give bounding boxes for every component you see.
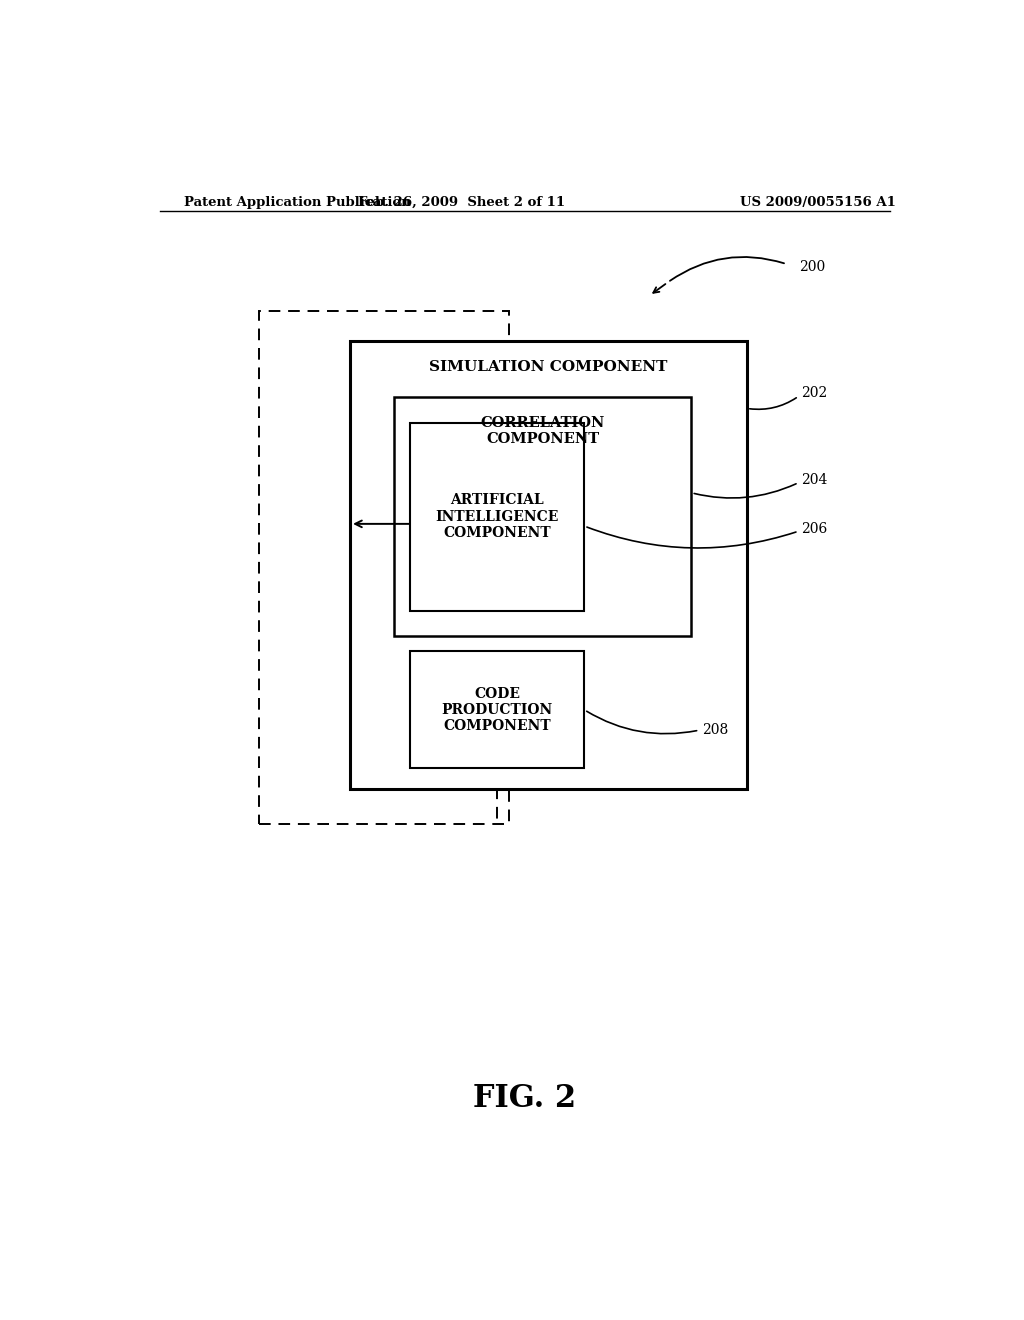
Text: CODE
PRODUCTION
COMPONENT: CODE PRODUCTION COMPONENT xyxy=(441,686,553,733)
Text: Patent Application Publication: Patent Application Publication xyxy=(183,197,411,209)
Bar xyxy=(410,422,585,611)
Text: FIG. 2: FIG. 2 xyxy=(473,1084,577,1114)
Bar xyxy=(394,397,691,636)
Text: 202: 202 xyxy=(801,387,827,400)
Bar xyxy=(350,342,748,788)
Text: 204: 204 xyxy=(801,473,827,487)
Text: 200: 200 xyxy=(799,260,825,275)
Text: ARTIFICIAL
INTELLIGENCE
COMPONENT: ARTIFICIAL INTELLIGENCE COMPONENT xyxy=(435,494,559,540)
Text: SIMULATION COMPONENT: SIMULATION COMPONENT xyxy=(429,359,668,374)
Text: 206: 206 xyxy=(801,523,827,536)
Bar xyxy=(410,651,585,768)
Text: US 2009/0055156 A1: US 2009/0055156 A1 xyxy=(740,197,896,209)
Bar xyxy=(259,312,509,824)
Text: 208: 208 xyxy=(701,723,728,737)
Text: CORRELATION
COMPONENT: CORRELATION COMPONENT xyxy=(480,416,605,446)
Text: Feb. 26, 2009  Sheet 2 of 11: Feb. 26, 2009 Sheet 2 of 11 xyxy=(357,197,565,209)
